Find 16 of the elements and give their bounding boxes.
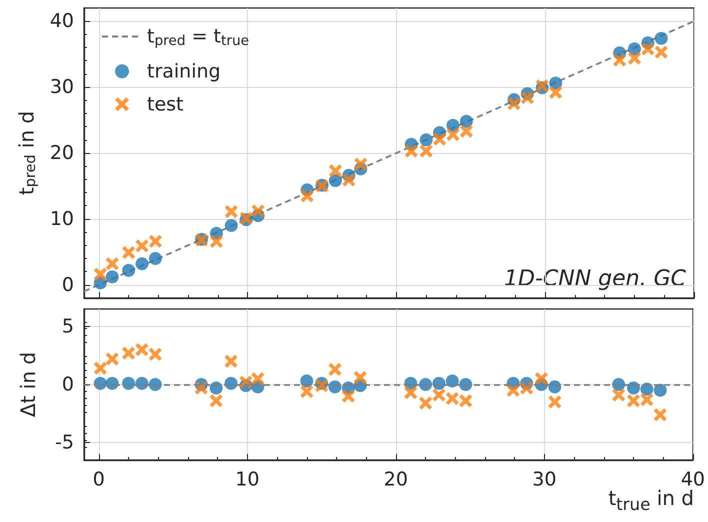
x-tick-label: 30: [532, 468, 556, 490]
y-tick-label: -5: [55, 432, 74, 454]
y-tick-label: 5: [62, 315, 74, 338]
y-axis-title: Δt in d: [16, 352, 40, 418]
y-tick-label: 30: [50, 76, 74, 98]
y-tick-label: 0: [62, 374, 74, 396]
legend-label: training: [147, 60, 221, 82]
y-tick-label: 0: [62, 274, 74, 296]
y-tick-label: 10: [50, 208, 74, 230]
y-axis-title: tpred in d: [14, 110, 39, 196]
x-tick-label: 10: [235, 468, 260, 490]
legend-label: test: [147, 93, 184, 116]
x-tick-label: 20: [384, 468, 408, 490]
y-tick-label: 40: [50, 10, 74, 32]
y-tick-label: 20: [50, 142, 74, 164]
x-tick-label: 0: [92, 468, 105, 490]
